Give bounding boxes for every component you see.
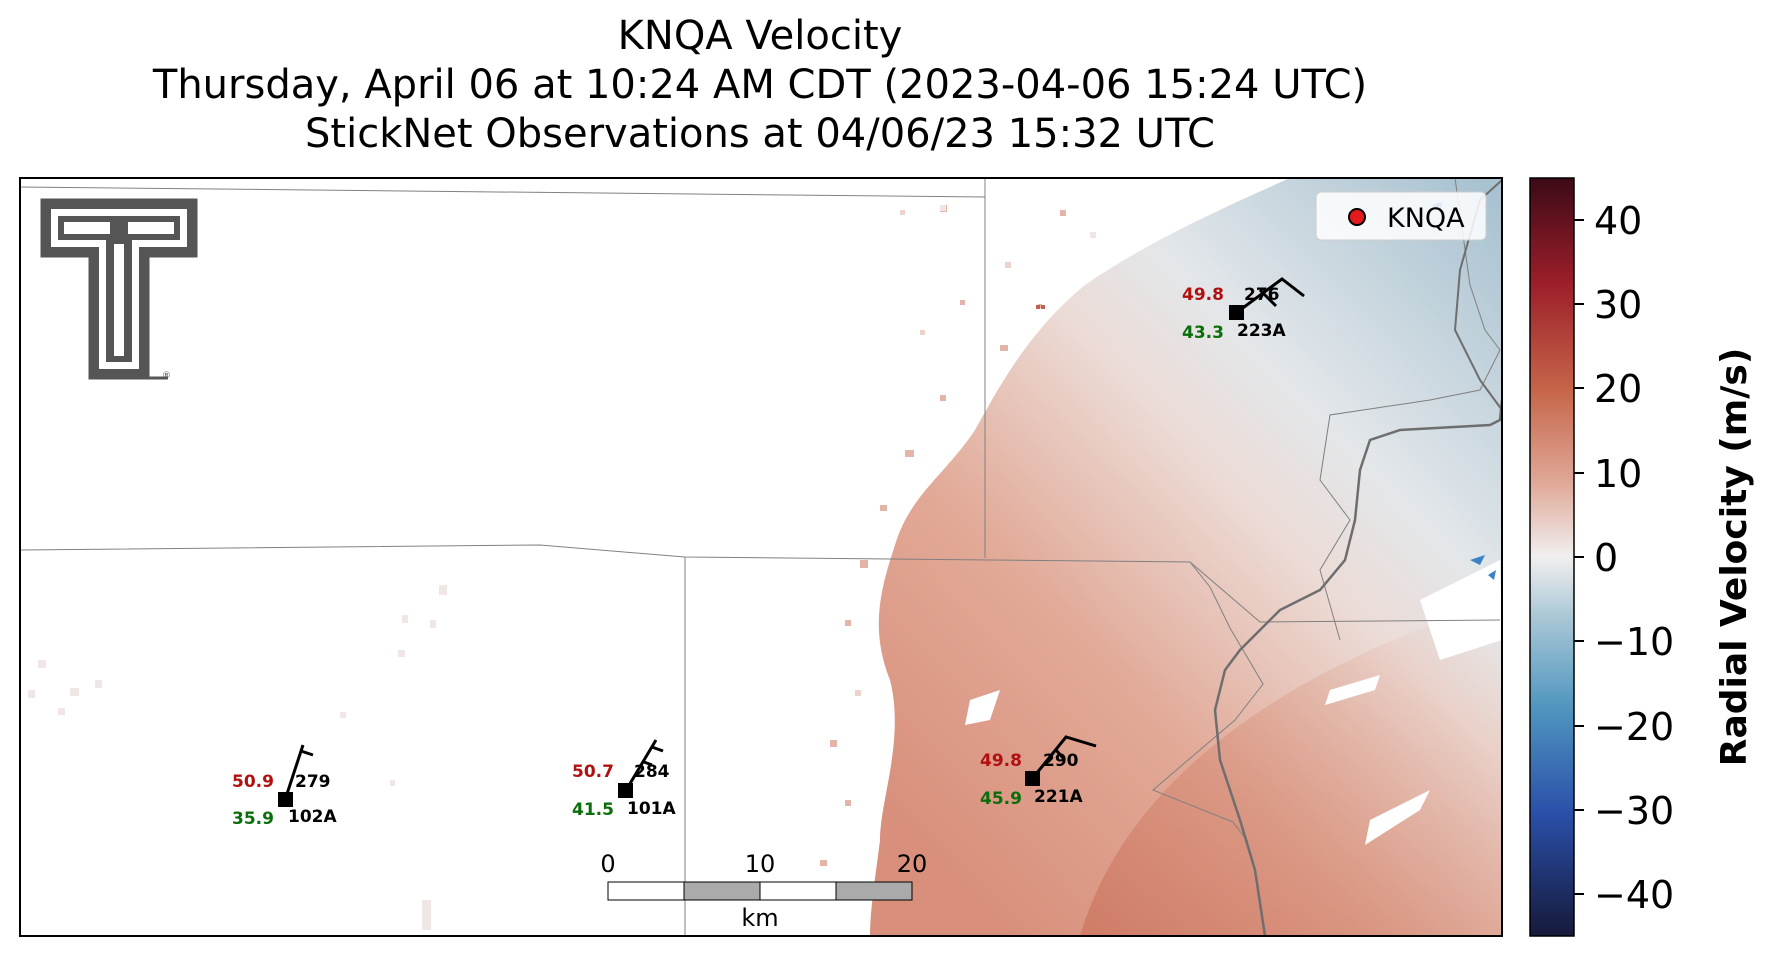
colorbar-tick: −30 <box>1594 789 1674 833</box>
velocity-gaps <box>965 560 1502 845</box>
station-wind-dir: 279 <box>295 772 331 792</box>
registered-mark: ® <box>162 371 171 381</box>
title-sticknet: StickNet Observations at 04/06/23 15:32 … <box>305 111 1215 157</box>
colorbar-tick: −20 <box>1594 705 1674 749</box>
scalebar-unit: km <box>741 904 778 932</box>
colorbar-gradient <box>1529 177 1575 937</box>
title-datetime: Thursday, April 06 at 10:24 AM CDT (2023… <box>152 62 1368 108</box>
station-221A: 49.8 290 45.9 221A <box>980 735 1097 809</box>
velocity-speckle <box>820 205 1066 866</box>
colorbar-tick: −10 <box>1594 620 1674 664</box>
station-marker-icon <box>278 792 293 807</box>
station-marker-icon <box>618 783 633 798</box>
colorbar-tick: 10 <box>1594 452 1642 496</box>
station-dewpoint: 35.9 <box>232 809 274 829</box>
station-wind-dir: 284 <box>634 762 670 782</box>
station-temp: 50.9 <box>232 772 274 792</box>
colorbar-label: Radial Velocity (m/s) <box>1714 348 1755 767</box>
colorbar-tick: 30 <box>1594 283 1642 327</box>
station-dewpoint: 43.3 <box>1182 323 1224 343</box>
station-id: 221A <box>1034 787 1083 807</box>
station-id: 102A <box>288 807 337 827</box>
scalebar: 0 10 20 km <box>600 850 927 932</box>
double-t-logo: ® <box>40 198 198 381</box>
map-area <box>20 178 1502 936</box>
county-lines <box>20 178 1502 936</box>
title-radar: KNQA Velocity <box>617 13 903 59</box>
colorbar-tick: −40 <box>1594 873 1674 917</box>
legend-marker-icon <box>1348 208 1366 226</box>
ground-clutter <box>28 205 1096 930</box>
wind-barb-icon <box>283 744 314 801</box>
colorbar-tick: 0 <box>1594 536 1618 580</box>
station-101A: 50.7 284 41.5 101A <box>572 739 676 820</box>
legend-label: KNQA <box>1387 203 1465 234</box>
station-marker-icon <box>1025 771 1040 786</box>
station-wind-dir: 276 <box>1244 285 1280 305</box>
scalebar-tick-10: 10 <box>745 850 776 878</box>
scalebar-tick-20: 20 <box>897 850 928 878</box>
station-temp: 50.7 <box>572 762 614 782</box>
station-223A: 49.8 276 43.3 223A <box>1182 277 1305 343</box>
scalebar-tick-0: 0 <box>600 850 615 878</box>
station-dewpoint: 45.9 <box>980 789 1022 809</box>
station-marker-icon <box>1229 305 1244 320</box>
wind-barb-icon <box>1235 277 1305 315</box>
station-dewpoint: 41.5 <box>572 800 614 820</box>
station-wind-dir: 290 <box>1043 751 1079 771</box>
station-temp: 49.8 <box>1182 285 1224 305</box>
station-id: 223A <box>1237 321 1286 341</box>
station-id: 101A <box>627 799 676 819</box>
wind-barb-icon <box>1030 735 1097 780</box>
legend-box: KNQA <box>1315 191 1487 241</box>
map-frame <box>19 177 1503 937</box>
colorbar-tick: 40 <box>1594 199 1642 243</box>
station-102A: 50.9 279 35.9 102A <box>232 744 337 829</box>
colorbar-tick: 20 <box>1594 367 1642 411</box>
station-temp: 49.8 <box>980 751 1022 771</box>
colorbar: 40 30 20 10 0 −10 −20 −30 −40 Radial Vel… <box>1529 177 1755 937</box>
state-boundary <box>1213 399 1502 936</box>
